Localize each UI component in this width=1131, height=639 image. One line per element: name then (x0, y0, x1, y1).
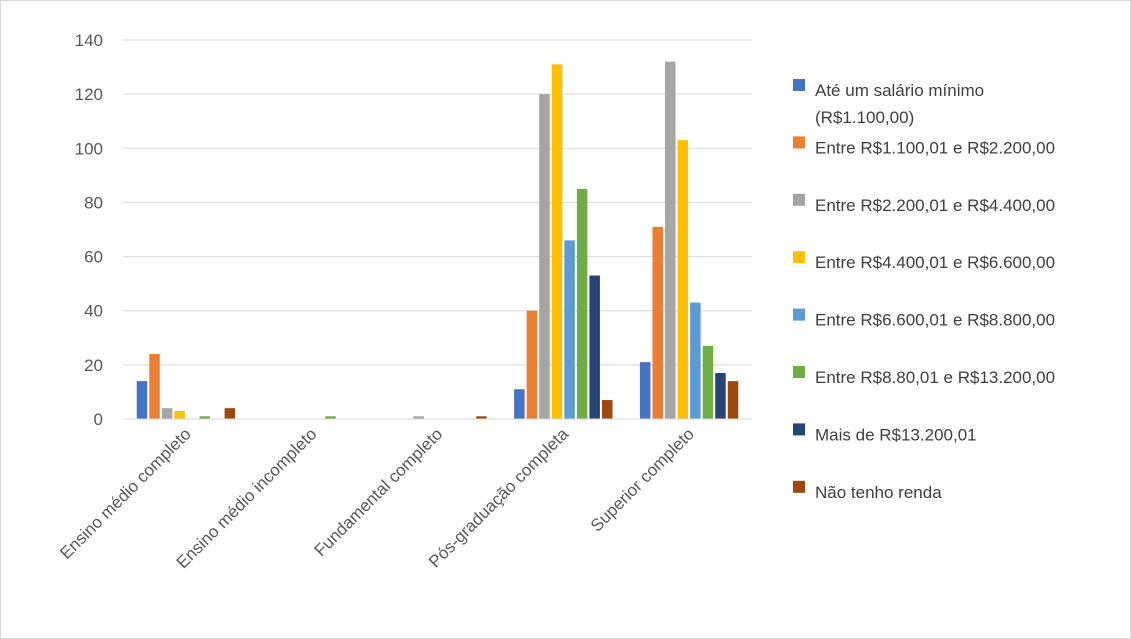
bar (199, 416, 210, 419)
bar (564, 240, 575, 419)
legend-label-line: (R$1.100,00) (815, 108, 914, 127)
legend-item: Entre R$8.80,01 e R$13.200,00 (793, 366, 1055, 387)
legend-label: Entre R$4.400,01 e R$6.600,00 (815, 253, 1055, 272)
x-tick-label: Ensino médio incompleto (173, 424, 321, 572)
y-tick-label: 100 (75, 139, 103, 158)
series-2 (161, 61, 676, 419)
series-0 (136, 362, 651, 419)
legend-item: Entre R$1.100,01 e R$2.200,00 (793, 136, 1055, 157)
bars (136, 61, 739, 420)
legend-label-line: Entre R$6.600,01 e R$8.800,00 (815, 311, 1055, 330)
y-tick-label: 40 (84, 302, 103, 321)
x-tick-label: Pós-graduação completa (425, 424, 572, 571)
legend-label: Não tenho renda (815, 483, 942, 502)
bar (136, 381, 148, 419)
bar (413, 416, 424, 419)
legend-label-line: Entre R$1.100,01 e R$2.200,00 (815, 138, 1055, 157)
legend-label-line: Mais de R$13.200,01 (815, 425, 977, 444)
legend-label-line: Entre R$2.200,01 e R$4.400,00 (815, 196, 1055, 215)
bar (476, 416, 487, 419)
bar (526, 310, 538, 419)
series-4 (564, 240, 701, 419)
bar (161, 408, 173, 419)
legend-swatch (793, 480, 805, 493)
legend-swatch (793, 308, 805, 321)
y-tick-label: 20 (84, 356, 103, 375)
legend-label-line: Até um salário mínimo (815, 81, 984, 100)
bar (690, 302, 701, 419)
bar (665, 61, 676, 419)
y-axis-ticks: 0 20 40 60 80 100 120 140 (75, 31, 103, 429)
legend-item: Entre R$4.400,01 e R$6.600,00 (793, 251, 1055, 272)
legend-label: Mais de R$13.200,01 (815, 425, 977, 444)
y-tick-label: 80 (84, 193, 103, 212)
x-tick-label: Superior completo (587, 424, 698, 535)
legend-item: Não tenho renda (793, 480, 942, 502)
series-7 (224, 381, 739, 419)
legend: Até um salário mínimo (R$1.100,00) Entre R… (793, 79, 1055, 502)
bar (576, 188, 588, 419)
legend-swatch (793, 79, 805, 91)
legend-item: Mais de R$13.200,01 (793, 423, 977, 444)
legend-label: Entre R$6.600,01 e R$8.800,00 (815, 311, 1055, 330)
y-tick-label: 140 (75, 31, 103, 50)
legend-swatch (793, 423, 805, 436)
legend-item: Entre R$2.200,01 e R$4.400,00 (793, 193, 1055, 215)
bar (514, 389, 525, 419)
bar (589, 275, 600, 419)
x-tick-label: Ensino médio completo (56, 424, 194, 562)
bar (601, 400, 613, 419)
y-tick-label: 0 (94, 410, 103, 429)
y-tick-label: 120 (75, 85, 103, 104)
legend-label-line: Entre R$8.80,01 e R$13.200,00 (815, 368, 1055, 387)
legend-swatch (793, 136, 805, 149)
series-1 (149, 226, 663, 419)
bar (149, 354, 160, 419)
legend-label: Entre R$2.200,01 e R$4.400,00 (815, 196, 1055, 215)
legend-label-line: Não tenho renda (815, 483, 942, 502)
bar (174, 410, 185, 419)
bar (702, 345, 714, 419)
legend-label: Entre R$8.80,01 e R$13.200,00 (815, 368, 1055, 387)
legend-swatch (793, 366, 805, 378)
legend-swatch (793, 251, 805, 264)
legend-label-line: Entre R$4.400,01 e R$6.600,00 (815, 253, 1055, 272)
bar (539, 94, 550, 419)
bar (639, 362, 651, 419)
legend-item: Entre R$6.600,01 e R$8.800,00 (793, 308, 1055, 330)
y-tick-label: 60 (84, 248, 103, 267)
bar (727, 381, 739, 419)
bar (325, 416, 336, 419)
bar (224, 408, 236, 419)
legend-item: Até um salário mínimo (R$1.100,00) (793, 79, 984, 127)
x-tick-label: Fundamental completo (311, 424, 447, 560)
series-3 (174, 64, 689, 420)
legend-label: Até um salário mínimo (R$1.100,00) (815, 81, 984, 127)
bar (677, 140, 689, 419)
series-5 (199, 188, 714, 419)
legend-swatch (793, 193, 805, 206)
series-6 (589, 275, 726, 419)
bar (551, 64, 563, 420)
legend-label: Entre R$1.100,01 e R$2.200,00 (815, 138, 1055, 157)
bar (715, 372, 726, 419)
bar (652, 226, 663, 419)
